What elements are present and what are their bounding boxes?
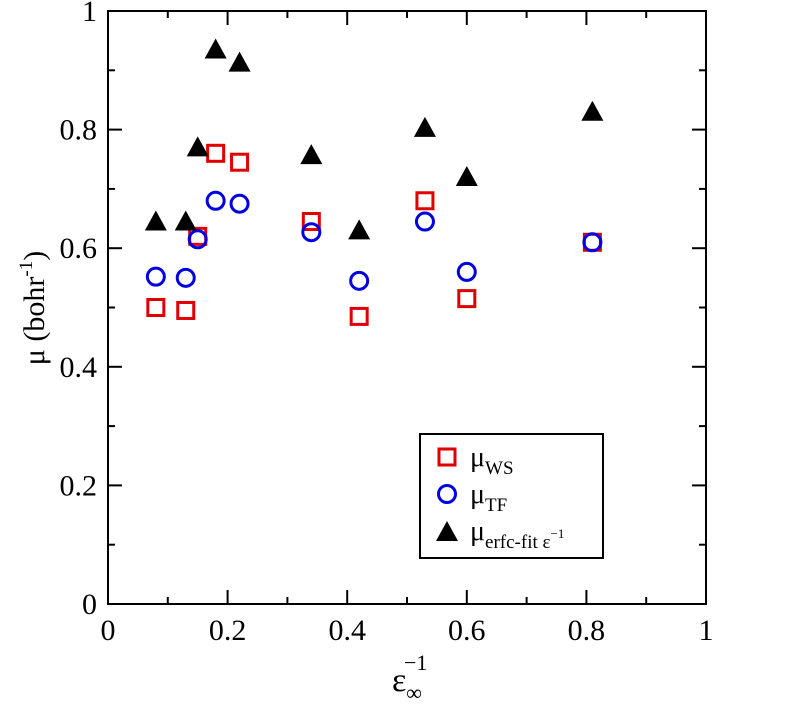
- data-point-erfc: [204, 38, 227, 59]
- x-tick-label: 0.8: [568, 614, 606, 647]
- x-tick-label: 1: [699, 614, 714, 647]
- legend-tf-label: μTF: [470, 479, 507, 516]
- series-erfc: [144, 38, 604, 240]
- legend-erfc-subsup: −1: [550, 526, 564, 541]
- legend-erfc-base: μ: [470, 516, 485, 547]
- data-point-tf: [145, 266, 166, 287]
- data-point-ws: [146, 298, 166, 317]
- y-tick-label: 0.6: [60, 232, 98, 265]
- legend-ws-marker: [437, 447, 457, 467]
- x-axis-label-sub: ∞: [406, 680, 422, 705]
- data-point-tf: [301, 222, 322, 243]
- x-tick-labels: 0 0.2 0.4 0.6 0.8 1: [101, 614, 714, 647]
- data-point-ws: [301, 212, 321, 232]
- data-point-erfc: [144, 210, 167, 231]
- data-point-erfc: [581, 100, 604, 121]
- data-point-erfc: [300, 144, 323, 165]
- x-tick-label: 0: [101, 614, 116, 647]
- legend-ws-label: μWS: [470, 442, 514, 479]
- data-point-tf: [175, 267, 196, 288]
- legend-tf-marker: [437, 484, 457, 504]
- legend-erfc-label: μerfc-fit ε−1: [470, 516, 564, 553]
- data-point-ws: [206, 143, 226, 163]
- data-point-ws: [349, 306, 369, 326]
- data-point-tf: [349, 270, 370, 291]
- data-point-ws: [415, 191, 435, 211]
- data-point-ws: [176, 300, 196, 320]
- data-point-ws: [230, 152, 250, 172]
- y-tick-labels: 0 0.2 0.4 0.6 0.8 1: [60, 0, 98, 621]
- data-point-tf: [414, 211, 435, 232]
- data-point-erfc: [228, 51, 251, 72]
- data-point-ws: [457, 289, 477, 309]
- y-axis-label-sup: -1: [16, 261, 37, 277]
- data-point-erfc: [413, 116, 436, 137]
- series-ws: [146, 143, 602, 326]
- legend-ws-base: μ: [470, 442, 485, 473]
- legend-erfc-sub: erfc-fit ε: [485, 532, 550, 553]
- data-point-erfc: [455, 166, 478, 187]
- data-point-tf: [582, 232, 603, 253]
- data-point-tf: [229, 193, 250, 214]
- data-markers: [144, 38, 604, 326]
- x-axis-label-base: ε: [392, 662, 406, 699]
- legend-erfc-marker: [436, 521, 458, 541]
- data-point-erfc: [174, 210, 197, 231]
- data-point-erfc: [348, 219, 371, 240]
- y-tick-label: 0.2: [60, 469, 98, 502]
- legend-tf-sub: TF: [485, 495, 507, 516]
- x-tick-label: 0.6: [448, 614, 486, 647]
- legend-ws-sub: WS: [485, 458, 514, 479]
- y-tick-label: 1: [82, 0, 97, 28]
- y-axis-label: μ (bohr-1): [16, 251, 51, 365]
- y-tick-label: 0.8: [60, 114, 98, 147]
- legend: μWS μTF μerfc-fit ε−1: [419, 433, 604, 559]
- series-tf: [145, 190, 603, 291]
- x-tick-label: 0.2: [209, 614, 247, 647]
- data-point-erfc: [186, 136, 209, 157]
- plot-frame: [107, 10, 707, 605]
- y-axis-label-main: μ (bohr: [18, 277, 51, 366]
- legend-tf-base: μ: [470, 479, 485, 510]
- y-tick-label: 0: [82, 588, 97, 621]
- axis-ticks: [107, 10, 707, 605]
- data-point-tf: [456, 261, 477, 282]
- y-axis-label-close: ): [18, 251, 51, 261]
- x-axis-label-sup: −1: [404, 650, 427, 675]
- data-point-tf: [205, 190, 226, 211]
- x-tick-label: 0.4: [328, 614, 366, 647]
- data-point-tf: [187, 229, 208, 250]
- y-tick-label: 0.4: [60, 351, 98, 384]
- x-axis-label: ε∞ −1: [392, 650, 427, 705]
